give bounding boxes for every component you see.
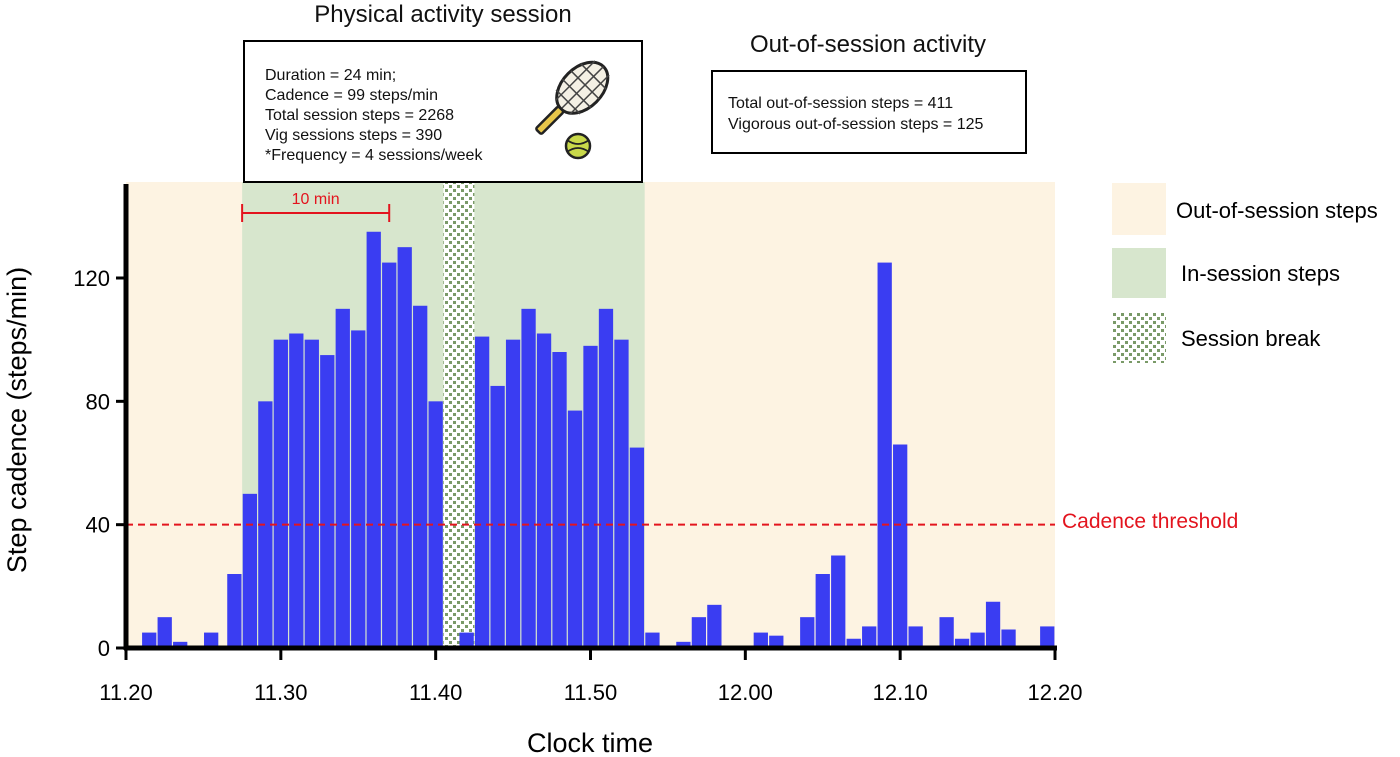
session-line-frequency: *Frequency = 4 sessions/week xyxy=(265,147,483,164)
legend-label-in-session: In-session steps xyxy=(1181,261,1340,286)
cadence-bar-17 xyxy=(428,401,443,648)
legend-swatch-out-of-session xyxy=(1112,183,1166,235)
x-tick-label-6: 12.20 xyxy=(1027,680,1082,705)
cadence-bar-1 xyxy=(157,617,172,648)
y-tick-label-2: 80 xyxy=(86,389,110,414)
cadence-bar-36 xyxy=(800,617,815,648)
cadence-bars xyxy=(142,231,1055,648)
legend-swatch-session-break xyxy=(1112,313,1166,363)
session-line-vig-steps: Vig sessions steps = 390 xyxy=(265,127,442,144)
x-tick-label-3: 11.50 xyxy=(564,680,617,705)
cadence-bar-44 xyxy=(939,617,954,648)
tennis-racket-icon xyxy=(535,60,610,135)
cadence-threshold-label: Cadence threshold xyxy=(1062,510,1238,533)
cadence-bar-15 xyxy=(397,247,412,648)
legend-label-session-break: Session break xyxy=(1181,326,1321,351)
cadence-bar-12 xyxy=(351,330,366,648)
session-line-total-steps: Total session steps = 2268 xyxy=(265,107,454,124)
cadence-bar-42 xyxy=(893,444,908,648)
cadence-bar-39 xyxy=(846,638,861,648)
cadence-bar-26 xyxy=(583,345,598,648)
cadence-bar-6 xyxy=(258,401,273,648)
out-line-total-steps: Total out-of-session steps = 411 xyxy=(728,95,953,112)
cadence-bar-23 xyxy=(536,333,552,648)
cadence-bar-31 xyxy=(676,641,691,648)
cadence-bar-45 xyxy=(954,638,970,648)
cadence-bar-49 xyxy=(1040,626,1055,648)
x-tick-label-2: 11.40 xyxy=(409,680,462,705)
out-of-session-info-box xyxy=(711,70,1027,154)
y-tick-label-3: 120 xyxy=(73,266,110,291)
cadence-bar-48 xyxy=(1001,629,1016,648)
cadence-bar-32 xyxy=(691,617,707,648)
legend-swatch-in-session xyxy=(1112,248,1166,298)
cadence-bar-2 xyxy=(173,641,188,648)
cadence-bar-21 xyxy=(505,339,521,648)
out-line-vigorous-steps: Vigorous out-of-session steps = 125 xyxy=(728,116,984,133)
cadence-bar-8 xyxy=(289,333,304,648)
cadence-bar-40 xyxy=(862,626,877,648)
session-line-duration: Duration = 24 min; xyxy=(265,67,396,84)
legend-label-out-of-session: Out-of-session steps xyxy=(1176,198,1378,223)
y-axis-label: Step cadence (steps/min) xyxy=(2,267,32,573)
cadence-bar-22 xyxy=(521,308,536,648)
cadence-bar-38 xyxy=(831,555,846,648)
ten-minute-scale-bar: 10 min xyxy=(241,191,391,222)
cadence-bar-16 xyxy=(413,305,428,648)
cadence-bar-46 xyxy=(970,632,985,648)
cadence-bar-5 xyxy=(242,493,258,648)
out-of-session-heading: Out-of-session activity xyxy=(750,31,986,58)
cadence-bar-20 xyxy=(490,385,505,648)
cadence-bar-24 xyxy=(552,352,567,648)
session-line-cadence: Cadence = 99 steps/min xyxy=(265,87,438,104)
session-heading: Physical activity session xyxy=(314,1,571,28)
x-tick-label-4: 12.00 xyxy=(718,680,773,705)
cadence-bar-29 xyxy=(629,447,645,648)
tennis-ball-icon xyxy=(564,132,592,160)
cadence-bar-28 xyxy=(614,339,629,648)
cadence-bar-14 xyxy=(382,262,397,648)
x-tick-label-5: 12.10 xyxy=(873,680,928,705)
cadence-bar-19 xyxy=(474,336,490,648)
cadence-bar-25 xyxy=(567,410,583,648)
cadence-bar-33 xyxy=(707,604,722,648)
session-break-region xyxy=(443,182,475,648)
cadence-bar-35 xyxy=(769,635,784,648)
cadence-bar-9 xyxy=(304,339,319,648)
cadence-bar-3 xyxy=(204,632,219,648)
x-tick-label-0: 11.20 xyxy=(99,680,152,705)
cadence-bar-37 xyxy=(815,574,830,648)
cadence-bar-41 xyxy=(877,262,892,648)
cadence-bar-11 xyxy=(335,308,350,648)
y-tick-label-1: 40 xyxy=(86,513,110,538)
cadence-bar-27 xyxy=(598,308,614,648)
cadence-bar-7 xyxy=(273,339,288,648)
cadence-bar-13 xyxy=(366,231,381,648)
cadence-bar-30 xyxy=(645,632,660,648)
x-axis-label: Clock time xyxy=(527,728,653,757)
cadence-bar-47 xyxy=(985,601,1001,648)
axis-ticks: 0 40 80 120 11.20 11.30 11.40 11.50 12.00 12.10 12… xyxy=(73,266,1082,705)
cadence-bar-4 xyxy=(227,574,242,648)
cadence-bar-34 xyxy=(753,632,768,648)
cadence-bar-10 xyxy=(320,355,335,648)
legend: Out-of-session steps In-session steps Se… xyxy=(1112,183,1378,363)
cadence-bar-43 xyxy=(908,626,923,648)
y-tick-label-0: 0 xyxy=(98,636,110,661)
scale-bar-label: 10 min xyxy=(292,191,340,208)
cadence-bar-0 xyxy=(142,632,157,648)
cadence-bar-18 xyxy=(459,632,474,648)
x-tick-label-1: 11.30 xyxy=(254,680,307,705)
